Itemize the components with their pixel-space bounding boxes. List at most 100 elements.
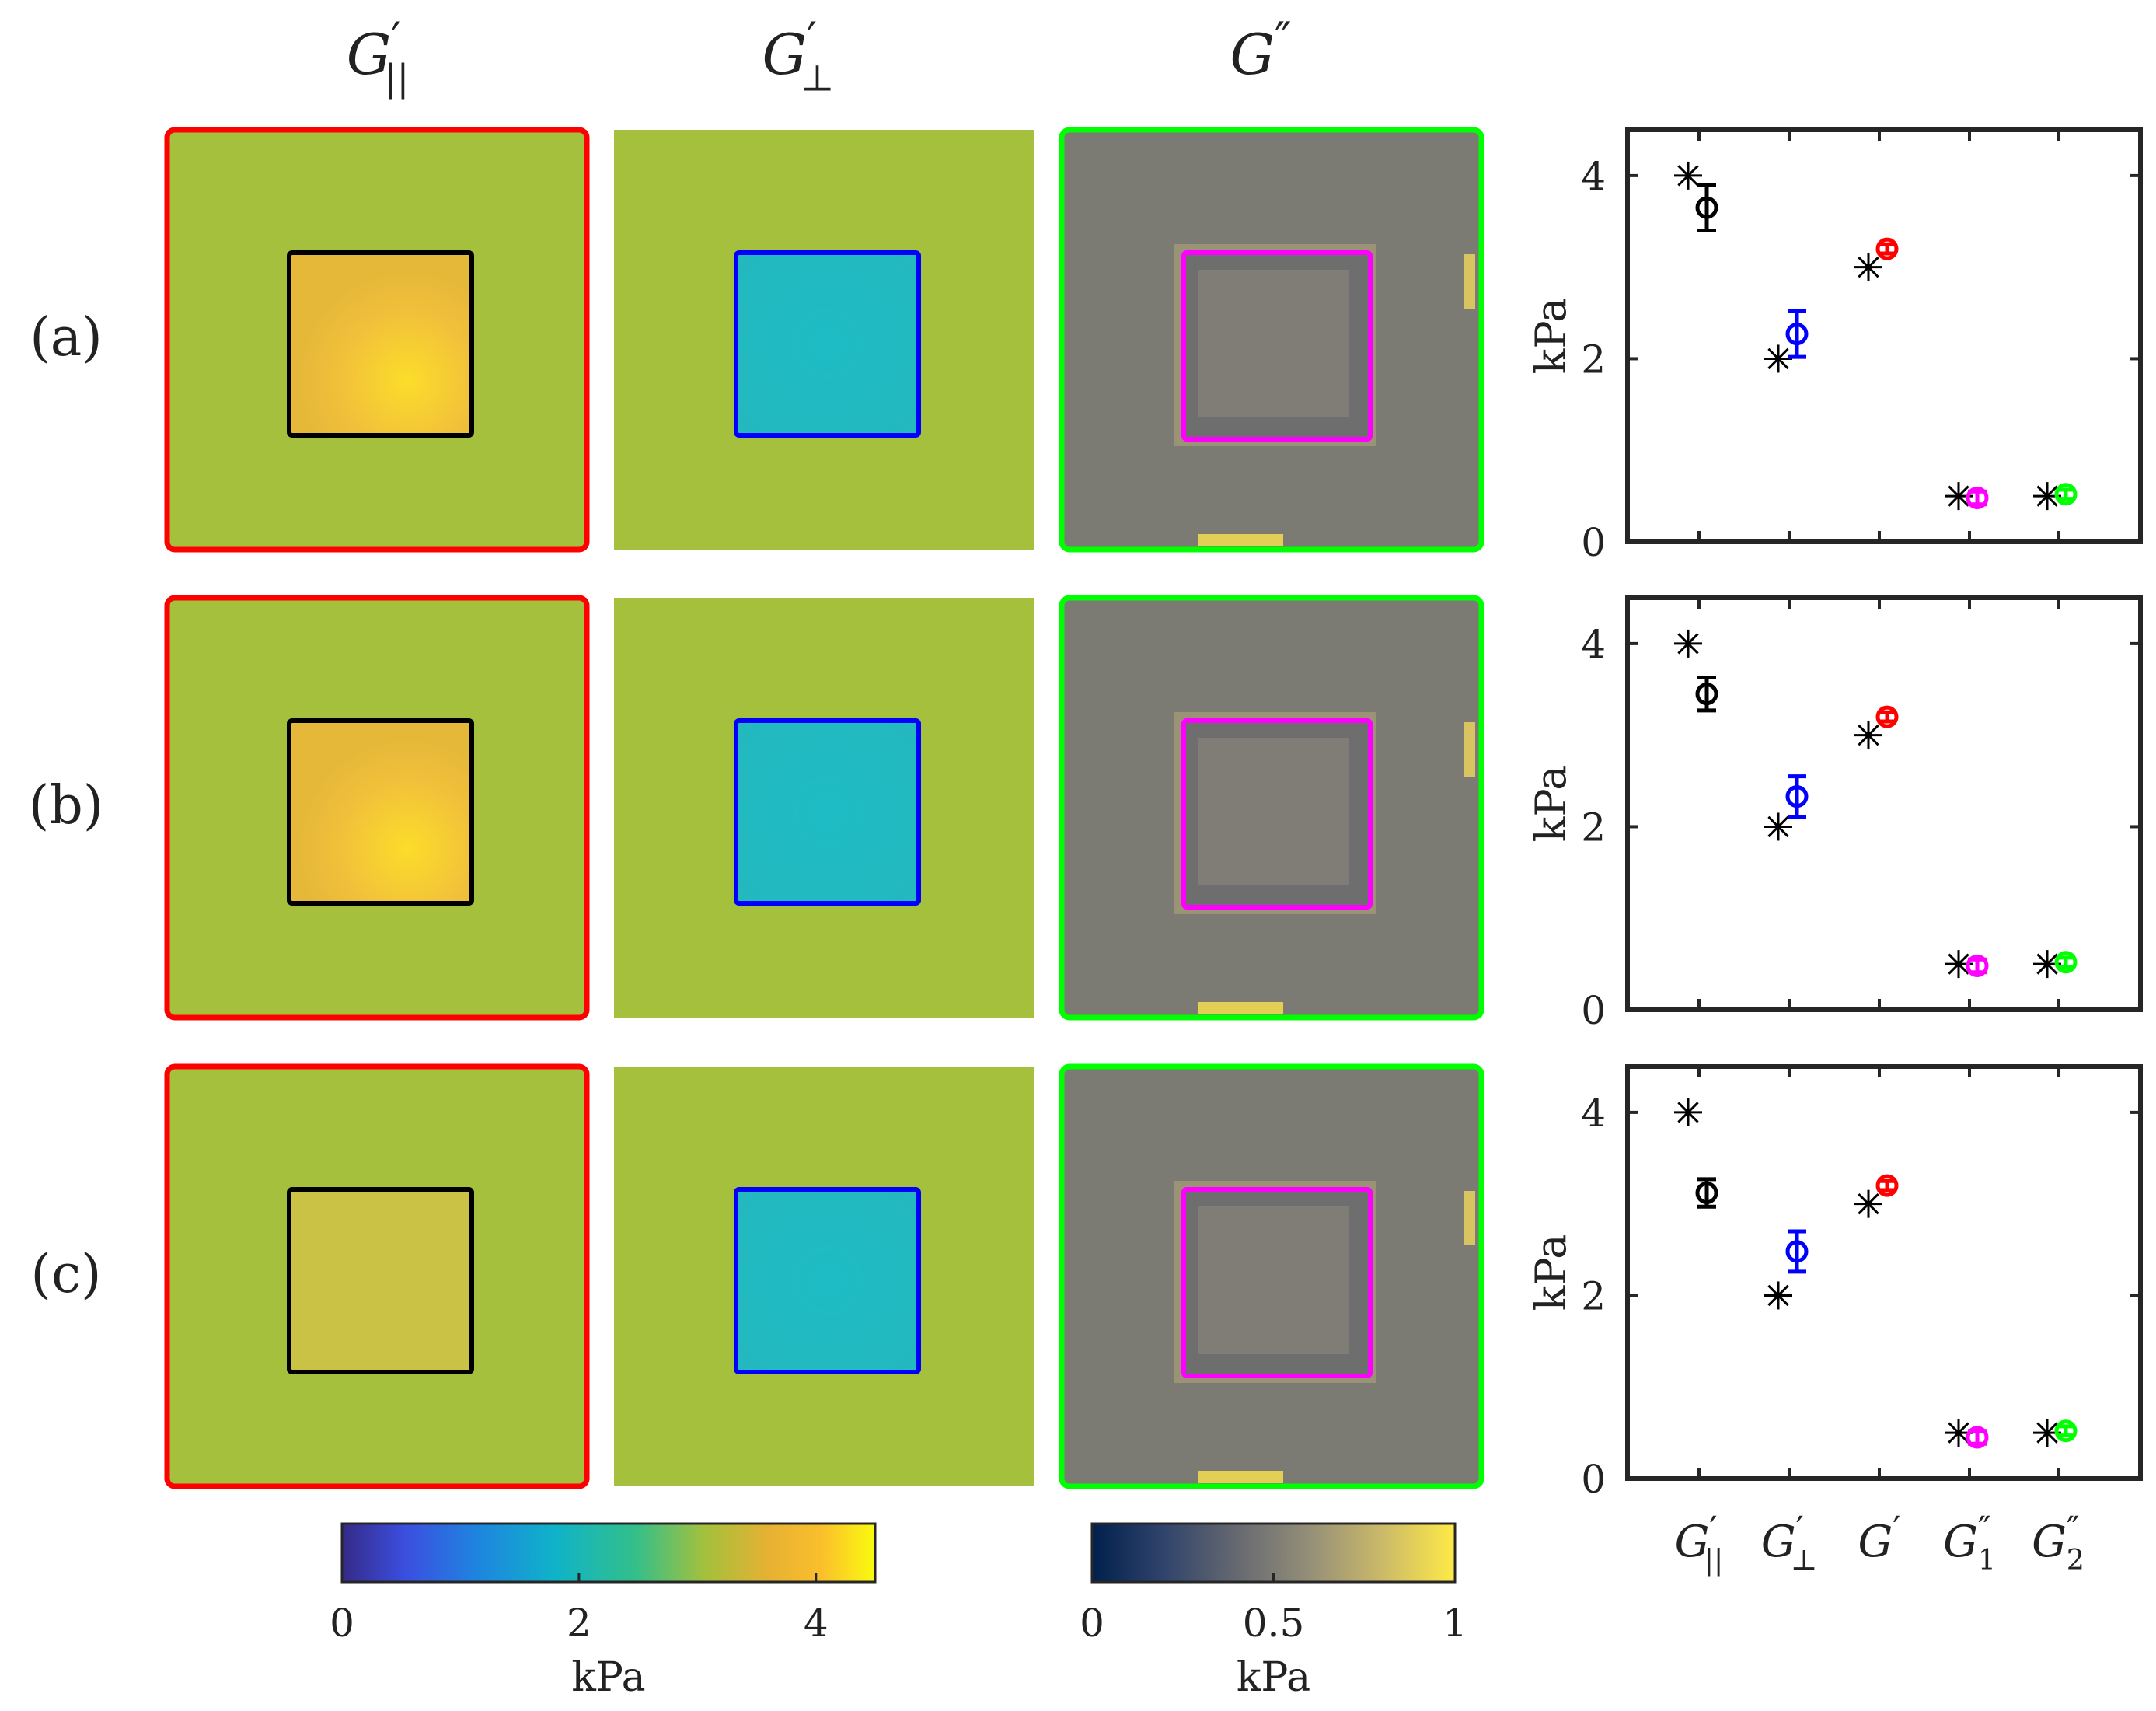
x-tick-label-base: G	[1858, 1517, 1893, 1567]
estimate-point	[1785, 1240, 1809, 1263]
true-value-marker	[1854, 721, 1882, 749]
column-header-base: G	[762, 22, 807, 87]
x-tick-label-prime: ″	[1978, 1508, 1991, 1549]
estimate-point	[1875, 237, 1899, 260]
column-header-prime: ′	[807, 13, 817, 65]
panel-frame	[1059, 127, 1484, 553]
map-G-loss	[1059, 1063, 1484, 1489]
true-value-marker	[1854, 1189, 1882, 1218]
heatmap-panels	[164, 127, 1484, 1489]
x-tick-label-sub: ||	[1704, 1543, 1724, 1577]
estimate-point	[1785, 323, 1809, 346]
column-header-prime: ″	[1275, 13, 1292, 65]
row-labels: (a) (b) (c)	[29, 307, 104, 1305]
x-tick-label-prime: ′	[1796, 1508, 1804, 1549]
estimate-point	[1785, 785, 1809, 808]
inclusion-outline	[287, 1187, 474, 1374]
y-tick-label: 0	[1581, 520, 1606, 565]
true-value-marker	[1674, 161, 1702, 190]
colorbar-tick-label: 0.5	[1243, 1601, 1305, 1646]
inclusion-core	[1198, 1206, 1349, 1354]
row-label: (b)	[29, 775, 104, 836]
x-tick-label: G″ 1	[1943, 1508, 1996, 1576]
colorbar-tick-label: 0	[1080, 1601, 1104, 1646]
colorbar-tick-label: 1	[1443, 1601, 1467, 1646]
estimate-marker	[2054, 483, 2078, 506]
estimate-point	[2054, 1419, 2078, 1443]
colorbar-tick-label: 4	[804, 1601, 829, 1646]
y-axis-label: kPa	[1526, 1234, 1575, 1311]
map-G-loss	[1059, 595, 1484, 1021]
x-tick-label-prime: ″	[2067, 1508, 2080, 1549]
column-header: G′ ||	[347, 13, 410, 100]
y-tick-label: 4	[1581, 1091, 1606, 1136]
column-headers: G′ || G′ ⊥ G″	[347, 13, 1292, 100]
panel-frame	[164, 595, 590, 1021]
map-G-perpendicular	[614, 1067, 1034, 1486]
estimate-marker	[1875, 237, 1899, 260]
inclusion-core	[1198, 738, 1349, 885]
inclusion-core	[1198, 270, 1349, 417]
estimate-marker	[1966, 954, 1989, 977]
inclusion-fill	[289, 721, 472, 903]
column-header-base: G	[1230, 22, 1275, 87]
x-tick-label: G′	[1858, 1508, 1901, 1567]
axes-frame	[1625, 595, 2143, 1012]
x-tick-label-base: G	[1761, 1517, 1796, 1567]
inclusion-outline	[1181, 718, 1373, 910]
inclusion-outline	[1181, 250, 1373, 442]
estimate-marker	[1875, 705, 1899, 728]
y-tick-label: 0	[1581, 988, 1606, 1033]
y-tick-label: 2	[1581, 337, 1606, 382]
x-tick-label: G″ 2	[2032, 1508, 2084, 1576]
axes-frame	[1625, 127, 2143, 544]
map-G-perpendicular	[614, 130, 1034, 550]
estimate-point	[2054, 483, 2078, 506]
edge-artifact	[1464, 722, 1475, 777]
map-G-loss	[1059, 127, 1484, 553]
estimate-point	[1695, 196, 1718, 219]
inclusion-fill	[736, 1189, 919, 1372]
x-tick-label-prime: ′	[1893, 1508, 1900, 1549]
estimate-marker	[2054, 951, 2078, 974]
edge-artifact	[1464, 254, 1475, 309]
x-tick-label: G′ ||	[1675, 1508, 1724, 1576]
row-label: (c)	[30, 1244, 101, 1305]
edge-artifact	[1464, 1191, 1475, 1245]
edge-artifact	[1198, 1471, 1283, 1483]
estimate-marker	[2054, 1419, 2078, 1443]
column-header: G′ ⊥	[762, 13, 834, 100]
scatter-chart: 0 2 4 kPa	[1526, 127, 2143, 565]
colorbar-tick-label: 2	[567, 1601, 591, 1646]
colorbars: 0 2 4 kPa 0 0.5 1 kPa	[330, 1522, 1467, 1701]
panel-frame	[1059, 1063, 1484, 1489]
y-tick-label: 2	[1581, 805, 1606, 850]
estimate-point	[1966, 954, 1989, 977]
colorbar-label: kPa	[1237, 1654, 1310, 1701]
estimate-marker	[1785, 774, 1809, 819]
colorbar-tick-label: 0	[330, 1601, 354, 1646]
true-value-marker	[1764, 812, 1792, 841]
row-label: (a)	[30, 307, 103, 368]
estimate-marker	[1785, 1229, 1809, 1274]
true-value-marker	[1674, 629, 1702, 658]
map-G-parallel	[164, 595, 590, 1021]
panel-frame	[164, 1063, 590, 1489]
map-G-perpendicular	[614, 598, 1034, 1018]
x-tick-label-sub: 1	[1978, 1543, 1996, 1577]
estimate-point	[1966, 486, 1989, 509]
inclusion-fill	[736, 721, 919, 903]
inclusion-outline	[1181, 1187, 1373, 1378]
x-tick-label-sub: ⊥	[1791, 1543, 1817, 1577]
true-value-marker	[1854, 253, 1882, 281]
y-tick-label: 0	[1581, 1457, 1606, 1502]
colorbar-gradient	[340, 1522, 877, 1584]
map-G-parallel	[164, 1063, 590, 1489]
column-header-sub: ⊥	[800, 58, 834, 100]
panel-frame	[164, 127, 590, 553]
estimate-marker	[1695, 1177, 1718, 1209]
inclusion-fill	[736, 253, 919, 435]
inclusion-outline	[734, 1187, 921, 1374]
